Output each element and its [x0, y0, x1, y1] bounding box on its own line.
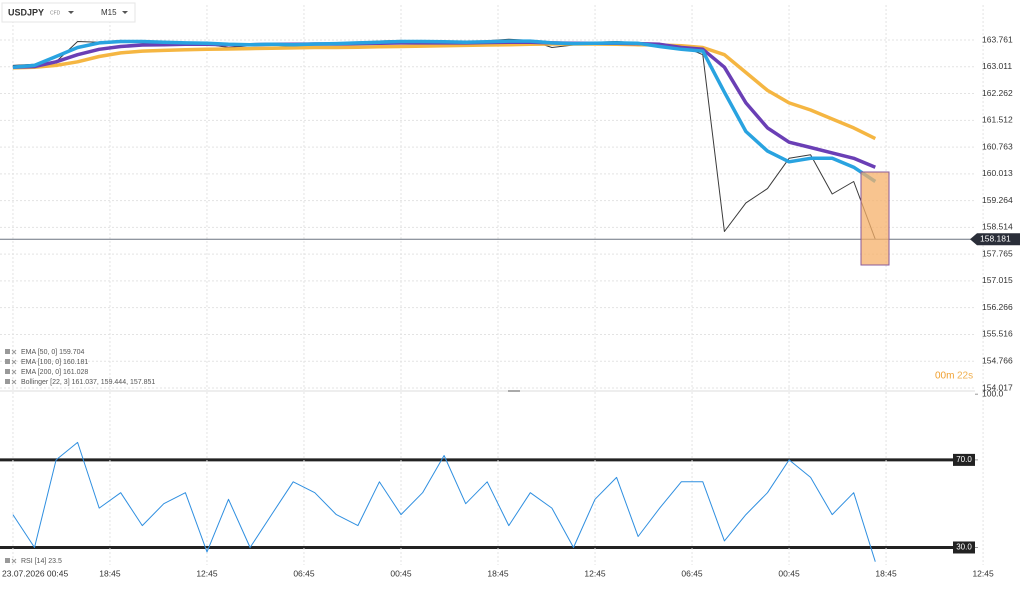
legend-entry: EMA [50, 0] 159.704 [21, 349, 85, 356]
y-tick-label: 157.015 [982, 275, 1013, 285]
x-tick-label: 00:45 [390, 568, 412, 578]
legend-entry: EMA [200, 0] 161.028 [21, 369, 88, 376]
legend-icon [5, 369, 10, 374]
level-label-bg [953, 453, 975, 466]
legend-icon [5, 558, 10, 563]
x-tick-label: 18:45 [875, 568, 897, 578]
x-tick-label: 12:45 [972, 568, 994, 578]
symbol[interactable]: USDJPY [8, 7, 44, 17]
x-tick-label: 06:45 [681, 568, 703, 578]
y-tick-label: 161.512 [982, 115, 1013, 125]
y-tick-label: 157.765 [982, 248, 1013, 258]
x-tick-label: 18:45 [99, 568, 121, 578]
x-tick-label: 12:45 [584, 568, 606, 578]
legend-icon [5, 349, 10, 354]
level-label: 70.0 [956, 455, 972, 464]
countdown-minutes: 00m [935, 371, 954, 382]
legend-remove[interactable] [11, 359, 17, 365]
last-price-pointer [970, 233, 1020, 246]
y-tick-label: 100.0 [982, 388, 1004, 398]
x-tick-label: 12:45 [196, 568, 218, 578]
last-price-label: 158.181 [980, 234, 1011, 244]
timeframe-dropdown[interactable] [122, 11, 128, 14]
legend-entry: RSI [14] 23.5 [21, 558, 62, 565]
y-tick-label: 163.011 [982, 61, 1012, 71]
y-tick-label: 162.262 [982, 88, 1013, 98]
y-tick-label: 160.763 [982, 141, 1013, 151]
ema-line [12, 42, 877, 141]
timeframe[interactable]: M15 [101, 8, 117, 17]
legend-remove[interactable] [11, 558, 17, 564]
y-tick-label: 158.514 [982, 222, 1013, 232]
x-tick-label: 23.07.2026 00:45 [2, 568, 68, 578]
y-tick-label: 156.266 [982, 302, 1013, 312]
y-tick-label: 159.264 [982, 195, 1013, 205]
symbol-box-bg [1, 2, 136, 23]
rsi-line [12, 441, 876, 562]
y-tick-label: 160.013 [982, 168, 1013, 178]
x-tick-label: 06:45 [293, 568, 315, 578]
legend-entry: Bollinger [22, 3] 161.037, 159.444, 157.… [21, 379, 155, 386]
level-label: 30.0 [956, 543, 972, 552]
symbol-box: USDJPY CFD M15 [1, 2, 136, 23]
y-tick-label: 155.516 [982, 329, 1013, 339]
legend-icon [5, 359, 10, 364]
x-tick-label: 00:45 [778, 568, 800, 578]
legend-remove[interactable] [11, 349, 17, 355]
legend-remove[interactable] [11, 379, 17, 385]
legend-remove[interactable] [11, 369, 17, 375]
highlight-box [860, 171, 890, 266]
instrument-type: CFD [50, 10, 61, 16]
legend-entry: EMA [100, 0] 160.181 [21, 359, 88, 366]
ema-line [12, 39, 877, 183]
symbol-dropdown[interactable] [68, 11, 74, 14]
y-tick-label: 163.761 [982, 34, 1013, 44]
countdown-seconds: 22s [957, 371, 973, 382]
legend-icon [5, 379, 10, 384]
x-tick-label: 18:45 [487, 568, 509, 578]
y-tick-label: 154.766 [982, 356, 1013, 366]
level-label-bg [953, 541, 975, 554]
y-tick-label: 154.017 [982, 382, 1013, 392]
